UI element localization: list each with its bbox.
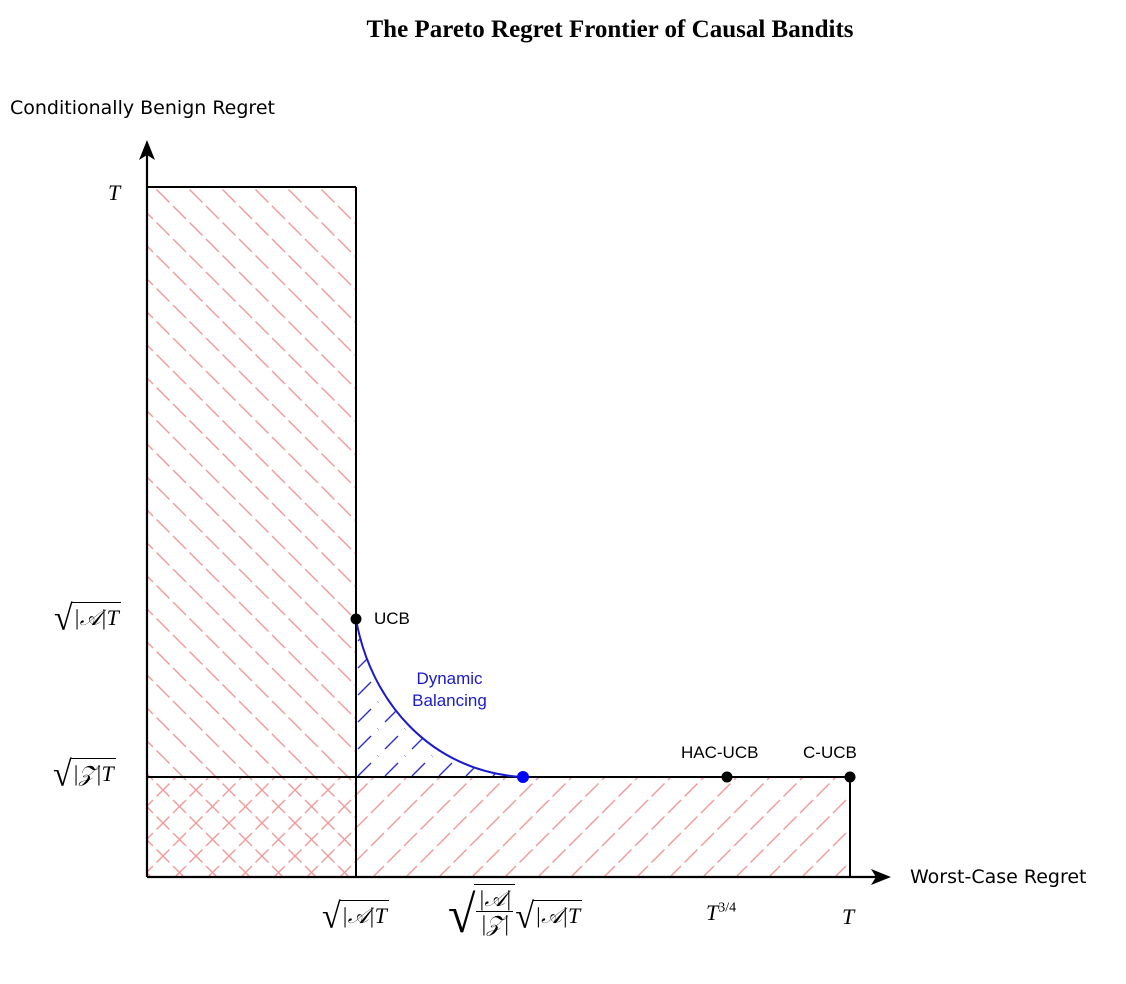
c-ucb-point xyxy=(844,771,856,783)
x-tick-ratio-sqrt-AT: √ |𝒜| |𝒵| √ |𝒜|T xyxy=(448,884,583,944)
dynamic-balancing-endpoint xyxy=(517,771,529,783)
x-tick-T-three-quarters: T3/4 xyxy=(706,900,737,925)
ucb-point xyxy=(350,613,362,625)
c-ucb-label: C-UCB xyxy=(803,743,857,762)
hatch-region-left xyxy=(147,187,356,877)
x-axis-label: Worst-Case Regret xyxy=(910,866,1087,888)
y-tick-sqrt-ZT: √ |𝒵|T xyxy=(53,755,116,794)
y-axis-label: Conditionally Benign Regret xyxy=(10,97,275,119)
y-tick-sqrt-AT: √ |𝒜|T xyxy=(54,599,121,638)
dynamic-balancing-label-line1: Dynamic xyxy=(416,669,483,688)
ucb-label: UCB xyxy=(374,609,410,628)
dynamic-balancing-curve xyxy=(355,618,524,778)
chart-title: The Pareto Regret Frontier of Causal Ban… xyxy=(366,16,854,43)
hac-ucb-label: HAC-UCB xyxy=(681,743,759,762)
hac-ucb-point xyxy=(721,771,733,783)
x-axis-arrow-icon xyxy=(871,869,891,885)
x-tick-T: T xyxy=(842,904,855,929)
dynamic-balancing-label-line2: Balancing xyxy=(412,691,487,710)
dynamic-balancing-label: Dynamic Balancing xyxy=(402,668,497,712)
y-axis-arrow-icon xyxy=(139,140,155,160)
y-tick-T: T xyxy=(108,180,121,205)
hatch-region-bottom xyxy=(147,777,850,877)
x-tick-sqrt-AT: √ |𝒜|T xyxy=(322,897,389,936)
